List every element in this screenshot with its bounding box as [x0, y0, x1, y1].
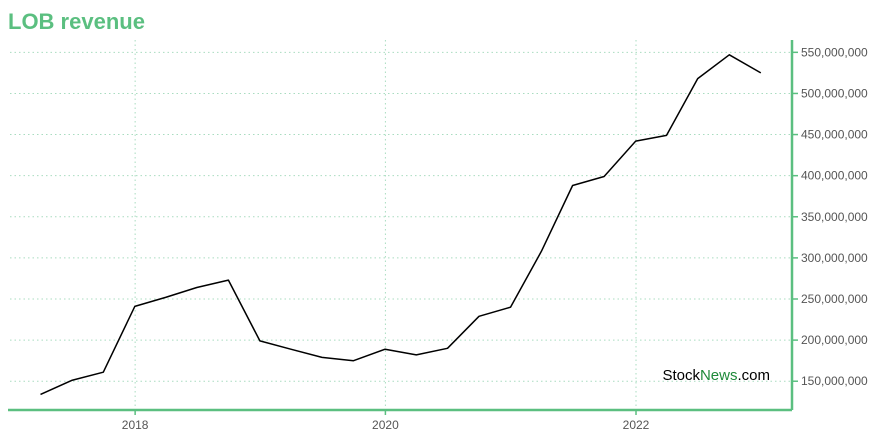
data-point[interactable] [414, 352, 419, 357]
y-tick-label: 250,000,000 [801, 292, 868, 306]
data-point[interactable] [194, 285, 199, 290]
y-tick-label: 200,000,000 [801, 333, 868, 347]
data-point[interactable] [163, 295, 168, 300]
data-point[interactable] [695, 76, 700, 81]
data-point[interactable] [508, 305, 513, 310]
y-tick-label: 550,000,000 [801, 45, 868, 59]
watermark-tld: .com [737, 367, 770, 384]
y-tick-label: 150,000,000 [801, 374, 868, 388]
watermark-stock: Stock [662, 367, 700, 384]
y-tick-label: 400,000,000 [801, 169, 868, 183]
y-tick-label: 500,000,000 [801, 86, 868, 100]
y-tick-label: 450,000,000 [801, 128, 868, 142]
watermark: StockNews.com [662, 367, 770, 384]
data-point[interactable] [351, 358, 356, 363]
y-axis-ticks: 150,000,000 200,000,000 250,000,000 300,000… [792, 45, 868, 388]
y-tick-label: 350,000,000 [801, 210, 868, 224]
axes [8, 40, 794, 412]
data-point[interactable] [570, 183, 575, 188]
data-point[interactable] [445, 346, 450, 351]
x-tick-label: 2018 [122, 418, 149, 432]
data-point[interactable] [539, 249, 544, 254]
data-point[interactable] [476, 314, 481, 319]
data-point[interactable] [69, 378, 74, 383]
data-point[interactable] [257, 338, 262, 343]
series-line [40, 54, 762, 396]
y-tick-label: 300,000,000 [801, 251, 868, 265]
data-point[interactable] [602, 174, 607, 179]
data-point[interactable] [38, 392, 43, 397]
data-point[interactable] [664, 133, 669, 138]
plot-background [10, 40, 792, 410]
data-point[interactable] [319, 355, 324, 360]
data-point[interactable] [383, 347, 388, 352]
data-point[interactable] [101, 370, 106, 375]
data-point[interactable] [727, 52, 732, 57]
x-axis-ticks: 2018 2020 2022 [122, 410, 650, 432]
data-point[interactable] [758, 70, 763, 75]
data-point[interactable] [288, 347, 293, 352]
series [38, 52, 763, 397]
x-tick-label: 2020 [372, 418, 399, 432]
data-point[interactable] [633, 139, 638, 144]
data-point[interactable] [132, 304, 137, 309]
watermark-news: News [700, 367, 738, 384]
chart-title: LOB revenue [8, 9, 145, 34]
grid [10, 40, 792, 410]
x-tick-label: 2022 [623, 418, 650, 432]
data-point[interactable] [226, 278, 231, 283]
